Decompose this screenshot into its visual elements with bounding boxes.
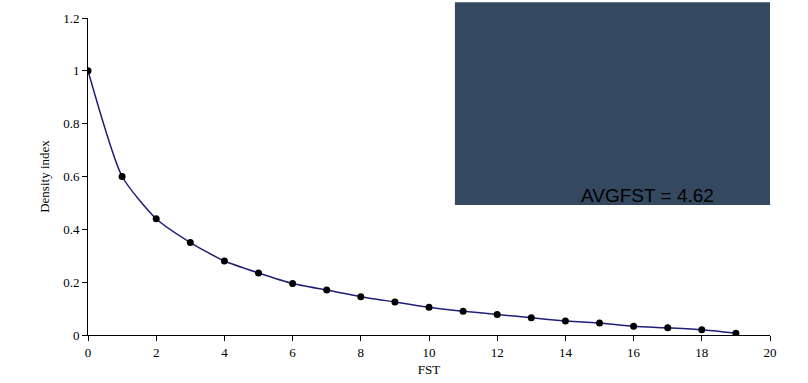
svg-text:0: 0 xyxy=(85,345,92,360)
svg-text:0: 0 xyxy=(73,328,80,343)
svg-text:FST: FST xyxy=(418,362,440,377)
svg-text:16: 16 xyxy=(627,345,641,360)
svg-text:8: 8 xyxy=(358,345,365,360)
svg-text:Density index: Density index xyxy=(37,140,52,213)
svg-text:0.2: 0.2 xyxy=(63,275,79,290)
svg-text:AVGFST = 4.62: AVGFST = 4.62 xyxy=(581,185,714,206)
svg-text:12: 12 xyxy=(491,345,504,360)
svg-text:2: 2 xyxy=(153,345,160,360)
svg-text:1: 1 xyxy=(73,63,80,78)
svg-text:18: 18 xyxy=(695,345,708,360)
svg-text:1.2: 1.2 xyxy=(63,11,79,26)
svg-text:6: 6 xyxy=(289,345,296,360)
svg-text:0.8: 0.8 xyxy=(63,116,79,131)
svg-text:0.4: 0.4 xyxy=(63,222,80,237)
svg-text:10: 10 xyxy=(423,345,436,360)
svg-text:4: 4 xyxy=(221,345,228,360)
svg-text:20: 20 xyxy=(764,345,777,360)
svg-text:0.6: 0.6 xyxy=(63,169,80,184)
svg-text:14: 14 xyxy=(559,345,573,360)
